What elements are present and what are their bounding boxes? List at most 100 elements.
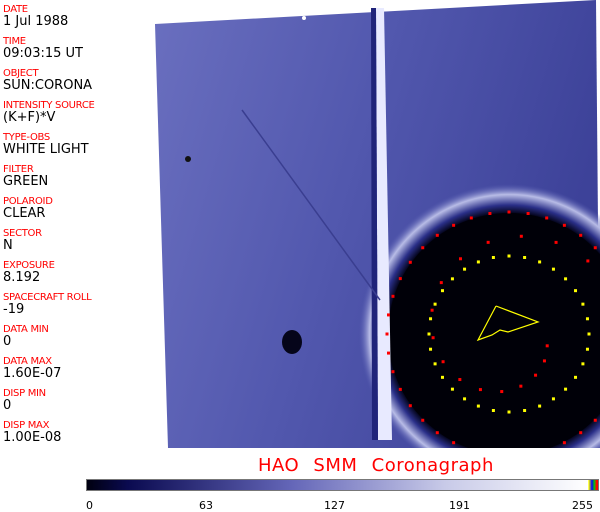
marker — [542, 359, 546, 363]
marker — [507, 410, 511, 414]
field-value: -19 — [3, 302, 25, 317]
field-value: 8.192 — [3, 270, 41, 285]
field-data-min: DATA MIN 0 — [3, 324, 49, 349]
yellow-outline — [476, 305, 540, 342]
field-polaroid: POLAROID CLEAR — [3, 196, 53, 221]
marker — [579, 431, 583, 435]
marker — [534, 373, 538, 377]
marker — [408, 404, 412, 408]
occulter-disk — [388, 213, 600, 448]
marker — [593, 246, 597, 250]
marker — [391, 294, 395, 298]
field-value: CLEAR — [3, 206, 46, 221]
header-info-panel: DATE 1 Jul 1988 TIME 09:03:15 UT OBJECT SUN:C… — [0, 0, 152, 448]
field-label: EXPOSURE — [3, 260, 55, 271]
field-object: OBJECT SUN:CORONA — [3, 68, 92, 93]
marker — [554, 240, 558, 244]
marker — [526, 212, 530, 216]
field-label: FILTER — [3, 164, 34, 175]
marker — [398, 277, 402, 281]
marker — [450, 387, 454, 391]
field-label: SECTOR — [3, 228, 42, 239]
marker — [586, 259, 590, 263]
field-type-obs: TYPE-OBS WHITE LIGHT — [3, 132, 89, 157]
marker — [486, 240, 490, 244]
marker — [500, 390, 504, 394]
field-sector: SECTOR N — [3, 228, 42, 253]
marker — [587, 332, 591, 336]
field-label: DATE — [3, 4, 28, 15]
dark-spot — [282, 330, 302, 354]
field-value: WHITE LIGHT — [3, 142, 89, 157]
field-value: N — [3, 238, 13, 253]
field-label: DATA MAX — [3, 356, 52, 367]
marker — [435, 431, 439, 435]
field-label: DATA MIN — [3, 324, 49, 335]
marker — [523, 409, 527, 413]
marker — [421, 418, 425, 422]
marker — [441, 360, 445, 364]
field-data-max: DATA MAX 1.60E-07 — [3, 356, 61, 381]
pylon-streak — [376, 8, 392, 440]
marker — [519, 234, 523, 238]
instrument-title: HAO SMM Coronagraph — [258, 455, 494, 476]
field-label: DISP MAX — [3, 420, 50, 431]
coronagraph-image — [155, 0, 600, 448]
dark-dot — [185, 156, 191, 162]
marker — [431, 336, 435, 340]
marker — [430, 308, 434, 312]
field-value: 1 Jul 1988 — [3, 14, 69, 29]
marker — [463, 397, 467, 401]
field-spacecraft-roll: SPACECRAFT ROLL -19 — [3, 292, 92, 317]
marker — [408, 260, 412, 264]
field-filter: FILTER GREEN — [3, 164, 48, 189]
marker — [476, 404, 480, 408]
field-value: 1.00E-08 — [3, 430, 62, 445]
colorbar-tick-label: 127 — [324, 499, 345, 512]
field-label: SPACECRAFT ROLL — [3, 292, 92, 303]
marker — [387, 351, 391, 355]
overlay-markers — [385, 210, 597, 445]
field-value: 0 — [3, 398, 12, 413]
marker — [433, 302, 437, 306]
marker — [581, 302, 585, 306]
field-label: POLAROID — [3, 196, 53, 207]
marker — [593, 418, 597, 422]
marker — [581, 362, 585, 366]
field-value: 09:03:15 UT — [3, 46, 83, 61]
marker — [398, 387, 402, 391]
marker — [452, 441, 456, 445]
marker — [562, 223, 566, 227]
marker — [429, 317, 433, 321]
bright-dot — [302, 16, 306, 20]
marker — [538, 260, 542, 264]
marker — [523, 255, 527, 259]
field-value: 0 — [3, 334, 12, 349]
marker — [579, 233, 583, 237]
field-value: GREEN — [3, 174, 49, 189]
colorbar-tick-label: 191 — [449, 499, 470, 512]
marker — [564, 277, 568, 281]
field-exposure: EXPOSURE 8.192 — [3, 260, 55, 285]
marker — [564, 387, 568, 391]
marker — [439, 281, 443, 285]
colorbar-tick-label: 255 — [572, 499, 593, 512]
field-label: DISP MIN — [3, 388, 46, 399]
field-label: INTENSITY SOURCE — [3, 100, 95, 111]
marker — [391, 370, 395, 374]
marker — [478, 388, 482, 392]
marker — [452, 223, 456, 227]
marker — [387, 313, 391, 317]
marker — [440, 375, 444, 379]
marker — [519, 384, 523, 388]
marker — [435, 233, 439, 237]
marker — [459, 257, 463, 261]
marker — [491, 255, 495, 259]
field-value: 1.60E-07 — [3, 366, 62, 381]
field-disp-max: DISP MAX 1.00E-08 — [3, 420, 61, 445]
marker — [545, 216, 549, 220]
field-value: SUN:CORONA — [3, 78, 93, 93]
marker — [551, 397, 555, 401]
marker — [574, 289, 578, 293]
marker — [421, 246, 425, 250]
